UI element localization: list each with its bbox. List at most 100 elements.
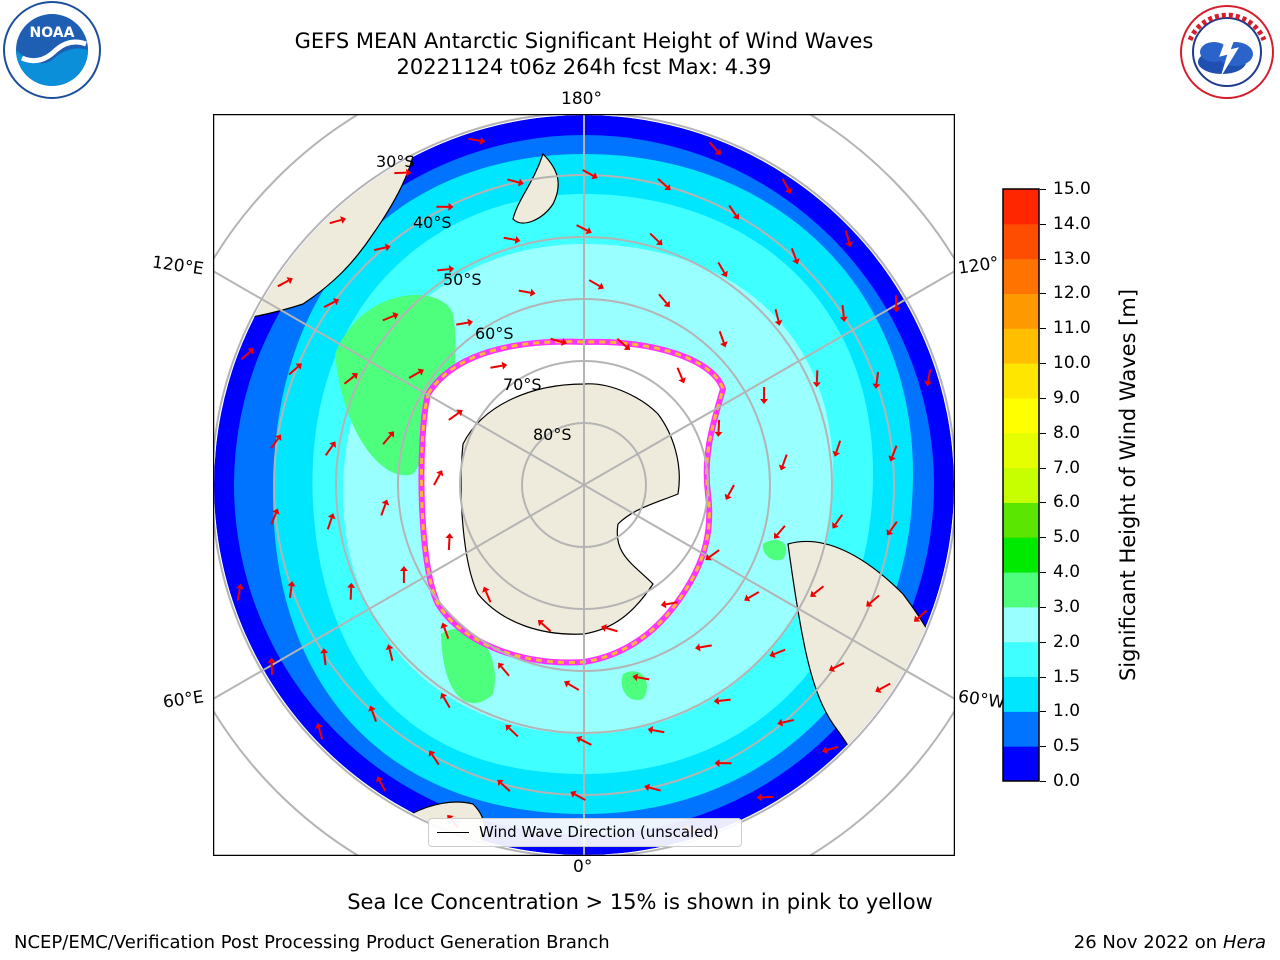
colorbar-tick-mark <box>1040 502 1046 504</box>
wind-wave-arrow-head <box>320 648 329 654</box>
wind-wave-arrow <box>431 754 440 766</box>
wind-wave-arrow-head <box>828 664 836 672</box>
wind-wave-arrow-head <box>501 361 508 370</box>
wind-wave-arrow-head <box>875 685 882 693</box>
noaa-logo-text: NOAA <box>30 25 75 41</box>
wind-wave-arrow-head <box>810 590 817 597</box>
wind-wave-arrow <box>380 503 387 516</box>
wind-wave-arrow-head <box>760 399 769 405</box>
wind-wave-arrow <box>490 364 503 369</box>
wind-wave-arrow <box>540 622 552 632</box>
wind-wave-arrow <box>891 445 898 458</box>
legend-line-swatch <box>437 832 469 833</box>
colorbar-segment <box>1003 641 1039 678</box>
wind-wave-arrow-head <box>892 307 901 313</box>
wind-wave-arrow <box>448 412 460 421</box>
colorbar-segment <box>1003 189 1039 225</box>
wind-wave-arrow-head <box>286 277 293 285</box>
wind-wave-arrow-head <box>498 662 505 670</box>
footer-date: 26 Nov 2022 on Hera <box>1074 932 1266 953</box>
colorbar-tick-label: 1.0 <box>1053 701 1081 722</box>
wind-wave-arrow <box>323 652 327 666</box>
colorbar-tick-label: 13.0 <box>1053 248 1091 269</box>
colorbar-segment <box>1003 746 1039 782</box>
wind-wave-arrow-head <box>623 343 631 351</box>
footer-host: Hera <box>1222 932 1266 953</box>
wind-wave-arrow-head <box>479 136 486 145</box>
wind-wave-arrow <box>270 512 277 525</box>
wind-wave-arrow <box>240 350 251 361</box>
colorbar-segment <box>1003 328 1039 364</box>
wind-wave-arrow <box>894 295 898 308</box>
wind-wave-arrow-head <box>664 183 671 191</box>
wind-wave-arrow <box>443 627 450 639</box>
wind-wave-arrow-head <box>663 300 670 308</box>
wind-wave-arrow-head <box>845 241 853 248</box>
wind-wave-arrow <box>323 300 336 309</box>
colorbar-tick-mark <box>1040 537 1046 539</box>
wind-wave-arrow-head <box>576 735 583 744</box>
wind-wave-arrow-head <box>417 368 424 376</box>
wind-wave-arrow-head <box>448 265 455 274</box>
wind-wave-arrow <box>373 246 387 252</box>
wind-wave-arrow-head <box>714 759 720 768</box>
wind-wave-arrow-head <box>777 718 784 727</box>
wind-wave-arrow-head <box>591 172 598 180</box>
noaa-logo: NOAA <box>3 1 101 99</box>
colorbar-tick-label: 11.0 <box>1053 318 1091 339</box>
wind-wave-arrow-head <box>784 187 792 194</box>
wind-wave-arrow <box>580 738 592 746</box>
lat-label-30s: 30°S <box>376 152 415 171</box>
wind-wave-arrow-head <box>340 216 347 224</box>
wind-wave-arrow <box>835 440 842 453</box>
wind-wave-arrow-head <box>505 724 512 732</box>
colorbar-tick-mark <box>1040 606 1046 608</box>
wind-wave-arrow <box>567 683 580 691</box>
wind-wave-arrow <box>437 268 450 272</box>
colorbar-tick-mark <box>1040 189 1046 190</box>
wind-wave-arrow-head <box>724 493 732 500</box>
wind-wave-arrow-head <box>756 793 762 802</box>
wind-wave-arrow-head <box>445 533 454 539</box>
nws-logo <box>1180 5 1274 99</box>
wind-wave-arrow-head <box>295 363 302 370</box>
wind-wave-arrow-head <box>888 455 896 462</box>
wind-wave-arrow <box>433 473 441 486</box>
wind-wave-arrow <box>378 780 387 792</box>
colorbar-tick-label: 8.0 <box>1053 422 1081 443</box>
colorbar-tick-mark <box>1040 641 1046 643</box>
colorbar-tick-label: 12.0 <box>1053 283 1091 304</box>
colorbar-tick-mark <box>1040 363 1046 365</box>
chart-subtitle: 20221124 t06z 264h fcst Max: 4.39 <box>396 55 772 79</box>
wind-wave-arrow-head <box>387 431 395 438</box>
wind-wave-arrow-head <box>720 270 728 278</box>
wind-wave-arrow-head <box>694 643 701 652</box>
wind-wave-arrow-head <box>440 622 448 629</box>
wind-wave-arrow <box>665 601 678 606</box>
wind-wave-arrow-head <box>347 582 356 588</box>
wind-wave-arrow-head <box>866 600 873 607</box>
wind-wave-arrow <box>728 204 737 216</box>
colorbar-segment <box>1003 363 1039 399</box>
colorbar-tick-mark <box>1040 572 1046 574</box>
colorbar-segment <box>1003 502 1039 538</box>
wind-wave-arrow-head <box>514 236 521 244</box>
wind-wave-arrow <box>503 236 516 241</box>
wind-wave-arrow-head <box>778 464 787 471</box>
wind-wave-arrow <box>658 293 668 305</box>
colorbar-tick-mark <box>1040 467 1046 469</box>
wind-wave-arrow-head <box>832 522 839 529</box>
wind-wave-arrow-head <box>744 594 751 602</box>
wind-wave-arrow <box>605 627 618 633</box>
wind-wave-arrow <box>324 444 334 456</box>
wind-wave-arrow <box>637 676 650 681</box>
wind-wave-arrow-head <box>656 238 663 246</box>
colorbar-segment <box>1003 711 1039 747</box>
wind-wave-arrow-head <box>315 722 323 729</box>
wind-wave-arrow <box>699 644 712 649</box>
colorbar-segment <box>1003 223 1039 260</box>
wind-wave-arrow-head <box>247 348 255 355</box>
colorbar-segment <box>1003 676 1039 712</box>
wind-wave-arrow <box>649 232 660 243</box>
wind-wave-arrow <box>518 289 531 294</box>
